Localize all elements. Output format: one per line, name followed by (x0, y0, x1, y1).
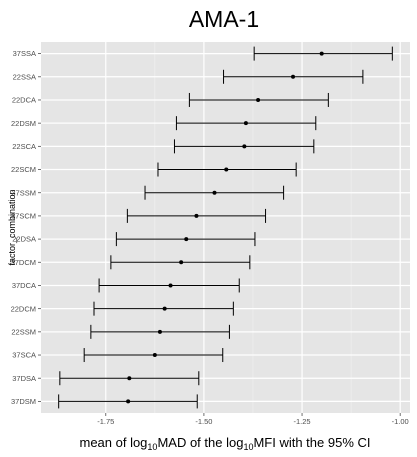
y-tick-label: 22DCM (11, 304, 36, 313)
y-tick-label: 37DSA (12, 374, 36, 383)
mean-point (157, 329, 162, 334)
y-tick-label: 37SCM (11, 212, 36, 221)
errorbar-22SCM (157, 162, 297, 177)
y-tick-label: 22SCA (12, 142, 36, 151)
mean-point (224, 167, 229, 172)
mean-point (152, 353, 157, 358)
errorbar-22DCA (188, 92, 329, 107)
mean-point (179, 260, 184, 265)
mean-point (319, 51, 324, 56)
mean-point (212, 190, 217, 195)
x-tick-label: -1.25 (293, 417, 310, 426)
errorbar-22SCA (173, 139, 315, 154)
errorbar-37SCM (126, 208, 267, 223)
y-tick-label: 37SSM (11, 188, 36, 197)
y-axis-label: factor_combination (7, 189, 17, 265)
errorbar-37DSA (59, 371, 200, 386)
errorbar-37DSM (58, 394, 198, 409)
errorbar-37DCM (110, 255, 251, 270)
x-tick-label: -1.50 (195, 417, 212, 426)
y-axis-ticks: 37SSA 22SSA 22DCA 22DSM 22SCA 22SCM 37SSM 37SCM… (11, 49, 41, 406)
y-tick-label: 22DSA (12, 235, 36, 244)
y-tick-label: 22DSM (11, 119, 36, 128)
errorbar-37DCA (98, 278, 240, 293)
errorbar-37SSM (144, 185, 285, 200)
y-tick-label: 22DCA (12, 96, 36, 105)
x-tick-label: -1.75 (97, 417, 114, 426)
mean-point (242, 144, 247, 149)
mean-point (127, 376, 132, 381)
errorbar-37SCA (83, 348, 224, 363)
errorbar-22DSM (175, 116, 317, 131)
mean-point (243, 121, 248, 126)
errorbar-22DSA (115, 232, 256, 247)
mean-point (168, 283, 173, 288)
y-tick-label: 37DCA (12, 281, 36, 290)
mean-point (184, 237, 189, 242)
mean-point (256, 97, 261, 102)
plot-panel (41, 42, 410, 413)
errorbar-37SSA (253, 46, 393, 61)
errorbar-22SSA (223, 69, 364, 84)
y-tick-label: 37SCA (12, 351, 36, 360)
x-label-text: MFI with the 95% CI (253, 435, 370, 450)
mean-point (194, 213, 199, 218)
mean-point (291, 74, 296, 79)
y-tick-label: 37DCM (11, 258, 36, 267)
x-label-subscript: 10 (243, 442, 253, 452)
x-tick-label: -1.00 (392, 417, 409, 426)
x-label-text: MAD of the log (157, 435, 243, 450)
mean-point (126, 399, 131, 404)
x-axis-label: mean of log10MAD of the log10MFI with th… (79, 435, 370, 452)
x-axis-ticks: -1.75 -1.50 -1.25 -1.00 (97, 413, 409, 426)
y-tick-label: 37SSA (13, 49, 36, 58)
errorbar-22DCM (93, 301, 234, 316)
x-label-subscript: 10 (147, 442, 157, 452)
mean-point (162, 306, 167, 311)
chart-title: AMA-1 (189, 6, 259, 32)
chart-marks (58, 46, 393, 409)
y-tick-label: 37DSM (11, 397, 36, 406)
y-tick-label: 22SSM (11, 327, 36, 336)
y-tick-label: 22SCM (11, 165, 36, 174)
x-label-text: mean of log (79, 435, 147, 450)
y-tick-label: 22SSA (13, 72, 36, 81)
errorbar-22SSM (90, 324, 230, 339)
